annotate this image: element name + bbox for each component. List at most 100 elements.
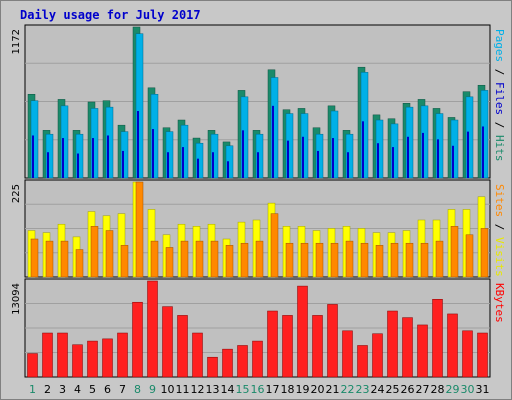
bar-sites-10 <box>165 247 174 278</box>
x-tick-label: 2 <box>44 383 51 396</box>
x-tick-label: 29 <box>446 383 460 396</box>
legend-part: / <box>493 62 506 82</box>
bar-sites-24 <box>375 245 384 278</box>
bar-pages-16 <box>255 133 264 179</box>
bar-pages-14 <box>225 145 234 179</box>
bar-sites-1 <box>30 238 39 278</box>
x-tick-label: 9 <box>149 383 156 396</box>
x-tick-label: 28 <box>431 383 445 396</box>
bar-files-4 <box>77 153 79 178</box>
bar-sites-19 <box>300 242 309 278</box>
legend-part: Hits <box>493 135 506 162</box>
bar-pages-2 <box>45 133 54 179</box>
bar-sites-18 <box>285 242 294 278</box>
legend-part: Visits <box>493 237 506 277</box>
bar-kbytes-9 <box>147 280 158 378</box>
bar-pages-17 <box>270 77 279 179</box>
bar-files-18 <box>287 140 289 178</box>
bar-pages-15 <box>240 96 249 179</box>
bar-pages-12 <box>195 142 204 179</box>
bar-kbytes-11 <box>177 315 188 378</box>
bar-kbytes-4 <box>72 344 83 378</box>
bar-sites-17 <box>270 213 279 278</box>
legend-label-sites-visits: Sites / Visits <box>493 184 506 277</box>
x-tick-label: 7 <box>119 383 126 396</box>
bar-sites-4 <box>75 249 84 278</box>
bar-files-22 <box>347 152 349 178</box>
bar-sites-22 <box>345 240 354 278</box>
x-tick-label: 20 <box>311 383 325 396</box>
bar-files-2 <box>47 152 49 178</box>
bar-kbytes-15 <box>237 345 248 378</box>
x-tick-label: 13 <box>206 383 220 396</box>
bar-kbytes-24 <box>372 333 383 378</box>
bar-kbytes-25 <box>387 310 398 378</box>
bar-kbytes-23 <box>357 345 368 378</box>
bar-kbytes-12 <box>192 332 203 378</box>
legend-label-kbytes: KBytes <box>493 283 506 323</box>
bar-pages-31 <box>480 90 489 179</box>
bar-files-7 <box>122 150 124 178</box>
bar-pages-18 <box>285 113 294 179</box>
bar-files-5 <box>92 138 94 178</box>
bar-sites-14 <box>225 245 234 278</box>
bar-pages-6 <box>105 106 114 179</box>
x-tick-label: 24 <box>371 383 385 396</box>
bar-sites-20 <box>315 242 324 278</box>
y-axis-max-label-sites-visits: 225 <box>11 184 22 203</box>
x-tick-label: 12 <box>191 383 205 396</box>
x-tick-label: 30 <box>461 383 475 396</box>
bar-files-13 <box>212 152 214 178</box>
bar-files-24 <box>377 143 379 178</box>
bar-files-25 <box>392 147 394 178</box>
bar-pages-29 <box>450 119 459 179</box>
bar-sites-8 <box>135 181 144 278</box>
bar-kbytes-6 <box>102 338 113 378</box>
bar-files-21 <box>332 138 334 178</box>
bar-pages-28 <box>435 113 444 179</box>
bar-pages-21 <box>330 110 339 179</box>
x-tick-label: 11 <box>176 383 190 396</box>
x-tick-label: 15 <box>236 383 250 396</box>
x-tick-label: 31 <box>476 383 490 396</box>
bar-sites-13 <box>210 240 219 278</box>
panel-sites-visits: 225 Sites / Visits <box>11 179 506 278</box>
bar-pages-25 <box>390 123 399 179</box>
bar-files-23 <box>362 121 364 178</box>
y-axis-max-label-pages-files-hits: 1172 <box>11 29 22 54</box>
bar-sites-16 <box>255 240 264 278</box>
bar-files-31 <box>482 126 484 178</box>
bar-files-10 <box>167 152 169 178</box>
bar-sites-26 <box>405 242 414 278</box>
bar-kbytes-5 <box>87 340 98 378</box>
bar-files-8 <box>137 111 139 178</box>
bar-kbytes-26 <box>402 317 413 378</box>
x-tick-label: 27 <box>416 383 430 396</box>
legend-part: Files <box>493 82 506 115</box>
panel-pages-files-hits: 1172 Pages / Files / Hits <box>11 24 506 179</box>
y-axis-max-label-kbytes: 13094 <box>11 283 22 315</box>
bar-sites-11 <box>180 240 189 278</box>
x-tick-label: 25 <box>386 383 400 396</box>
bar-kbytes-13 <box>207 356 218 378</box>
bar-pages-13 <box>210 133 219 179</box>
bar-kbytes-28 <box>432 299 443 378</box>
bar-files-11 <box>182 147 184 178</box>
bar-kbytes-3 <box>57 332 68 378</box>
bar-sites-21 <box>330 242 339 278</box>
bar-files-12 <box>197 158 199 178</box>
bar-pages-30 <box>465 96 474 179</box>
bar-kbytes-7 <box>117 332 128 378</box>
bar-files-20 <box>317 150 319 178</box>
bar-pages-8 <box>135 33 144 179</box>
x-tick-label: 26 <box>401 383 415 396</box>
bar-pages-19 <box>300 113 309 179</box>
bar-kbytes-20 <box>312 315 323 378</box>
bar-pages-26 <box>405 106 414 179</box>
legend-part: KBytes <box>493 283 506 323</box>
bar-pages-1 <box>30 100 39 179</box>
legend-label-pages-files-hits: Pages / Files / Hits <box>493 29 506 162</box>
bar-kbytes-22 <box>342 330 353 378</box>
bar-sites-15 <box>240 242 249 278</box>
